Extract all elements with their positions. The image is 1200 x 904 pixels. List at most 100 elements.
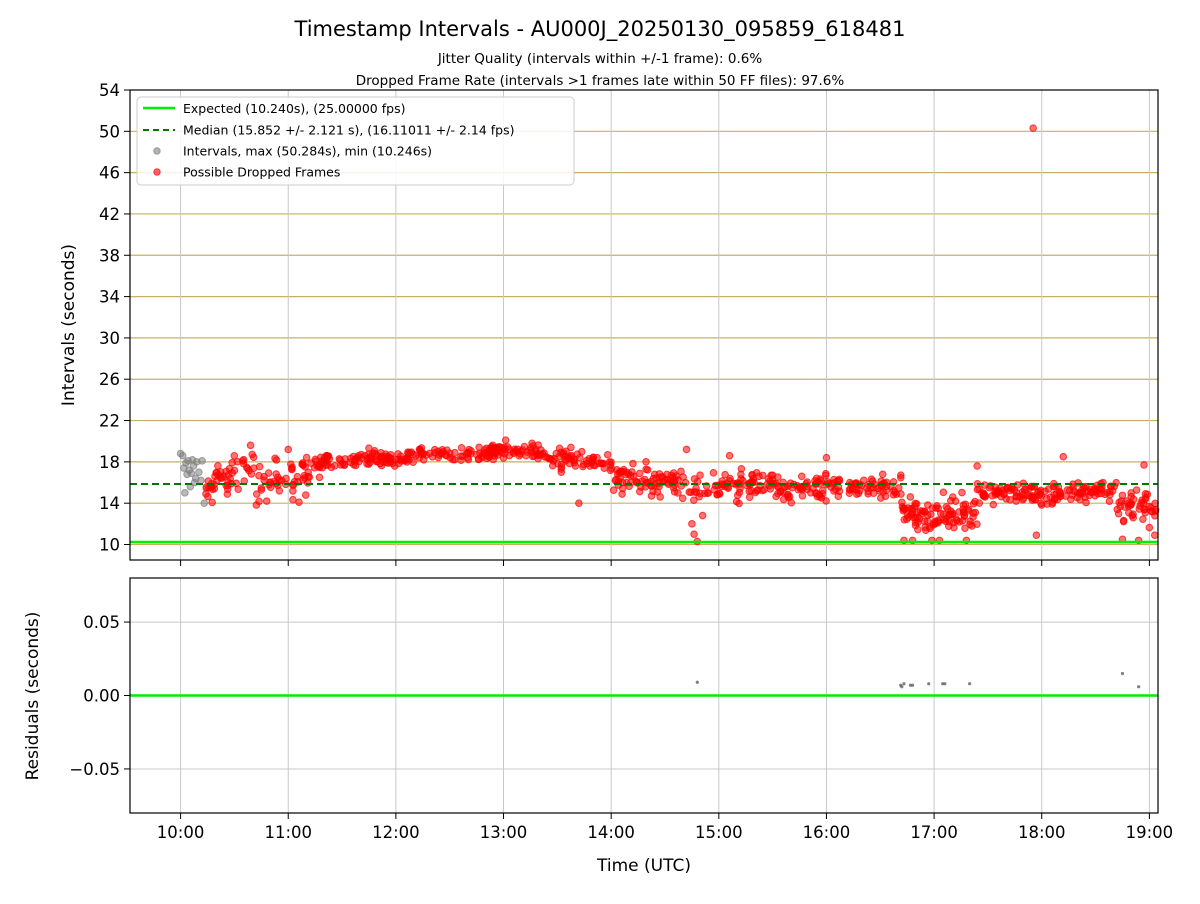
dropped-frame-point — [218, 474, 226, 482]
intervals-y-tick-label: 38 — [99, 246, 120, 265]
residual-point — [910, 683, 915, 687]
dropped-frame-point — [656, 493, 664, 501]
dropped-frame-point — [664, 478, 673, 487]
dropped-frame-point — [1139, 515, 1147, 523]
dropped-frame-outlier — [575, 499, 583, 507]
dropped-frame-point — [478, 453, 487, 462]
chart-subtitle-jitter: Jitter Quality (intervals within +/-1 fr… — [437, 51, 763, 67]
intervals-y-tick-label: 50 — [99, 122, 120, 141]
dropped-frame-point — [485, 453, 493, 461]
residuals-x-ticks: 10:00 11:00 12:00 13:00 14:00 15:00 16:00 17:00… — [157, 813, 1173, 842]
dropped-frame-point — [607, 464, 616, 473]
dropped-frame-point — [945, 518, 954, 526]
dropped-frame-point — [966, 520, 974, 529]
dropped-frame-point — [1081, 493, 1089, 502]
dropped-frame-point — [732, 497, 741, 506]
dropped-frame-point — [959, 508, 968, 517]
dropped-frame-point — [511, 447, 520, 455]
intervals-y-tick-label: 30 — [99, 329, 120, 348]
dropped-frame-point — [916, 507, 925, 515]
dropped-frame-point — [365, 444, 373, 452]
intervals-y-tick-label: 46 — [99, 164, 120, 183]
intervals-x-ticks — [180, 560, 1150, 566]
dropped-frame-point — [222, 467, 230, 476]
residuals-y-axis-label: Residuals (seconds) — [23, 612, 43, 781]
dropped-frame-point — [623, 468, 631, 477]
intervals-y-tick-label: 34 — [99, 288, 120, 307]
interval-point — [181, 489, 189, 497]
dropped-frame-point — [1034, 487, 1043, 496]
residuals-y-tick-label: 0.05 — [83, 613, 120, 632]
dropped-frame-point — [655, 470, 664, 478]
dropped-frame-point — [835, 475, 843, 484]
dropped-frame-point — [950, 523, 958, 532]
dropped-frame-outlier — [501, 436, 510, 444]
dropped-frame-point — [377, 449, 385, 457]
intervals-horizontal-grid — [130, 130, 1158, 546]
dropped-frame-point — [526, 446, 534, 454]
x-axis-label: Time (UTC) — [596, 856, 691, 876]
dropped-frame-point — [779, 495, 788, 504]
dropped-frame-point — [355, 457, 363, 466]
dropped-frame-point — [372, 457, 381, 466]
dropped-frame-point — [679, 473, 687, 481]
dropped-frame-point — [301, 491, 310, 499]
x-tick-label: 11:00 — [264, 823, 312, 842]
dropped-frame-point — [797, 472, 806, 481]
dropped-frame-point — [692, 488, 701, 497]
x-tick-label: 19:00 — [1126, 823, 1174, 842]
dropped-frame-point — [1080, 484, 1089, 492]
interval-point — [178, 451, 187, 460]
dropped-frame-point — [774, 473, 782, 481]
dropped-frame-point — [689, 496, 698, 504]
dropped-frame-point — [1020, 486, 1029, 494]
dropped-frame-point — [384, 459, 393, 467]
dropped-frame-point — [1105, 497, 1114, 505]
dropped-frame-point — [1145, 502, 1153, 511]
dropped-frame-point — [603, 450, 612, 459]
dropped-frame-point — [939, 488, 948, 497]
dropped-frame-point — [930, 517, 939, 526]
dropped-frame-point — [1069, 483, 1077, 491]
dropped-frame-point — [911, 518, 920, 527]
residual-point — [927, 682, 931, 686]
dropped-frame-point — [255, 462, 264, 471]
dropped-frame-point — [248, 450, 256, 459]
intervals-panel: 10 14 18 22 26 30 34 38 42 46 50 54 Intervals (seco… — [59, 81, 1160, 566]
dropped-frame-outlier — [295, 498, 303, 506]
dropped-frame-point — [272, 456, 281, 464]
legend: Expected (10.240s), (25.00000 fps) Media… — [136, 96, 575, 186]
interval-point — [195, 468, 203, 476]
dropped-frame-point — [567, 452, 575, 461]
dropped-frame-point — [409, 458, 417, 467]
dropped-frame-point — [822, 497, 830, 505]
dropped-frame-point — [212, 468, 221, 477]
dropped-frame-outlier — [284, 445, 293, 454]
dropped-frame-point — [416, 446, 425, 455]
dropped-frame-outlier — [725, 451, 734, 460]
dropped-frame-point — [827, 483, 835, 491]
dropped-frame-point — [298, 459, 307, 467]
residual-point — [695, 680, 699, 684]
dropped-frame-point — [586, 462, 594, 470]
dropped-frame-point — [951, 497, 960, 506]
dropped-frame-point — [1056, 492, 1065, 501]
dropped-frame-outlier — [488, 441, 497, 450]
intervals-y-tick-label: 18 — [99, 453, 120, 472]
dropped-frame-outlier — [682, 445, 691, 454]
dropped-frame-point — [920, 517, 929, 525]
dropped-frame-point — [204, 492, 212, 501]
dropped-frame-point — [981, 493, 989, 501]
intervals-y-tick-label: 26 — [99, 370, 120, 389]
dropped-frame-outlier — [262, 497, 271, 505]
legend-dropped-swatch — [153, 168, 161, 176]
dropped-frame-point — [869, 483, 878, 492]
dropped-frame-point — [422, 451, 431, 459]
x-tick-label: 12:00 — [372, 823, 420, 842]
dropped-frame-point — [766, 485, 775, 493]
dropped-frame-point — [1137, 499, 1146, 507]
legend-intervals-swatch — [153, 147, 161, 155]
dropped-frame-point — [505, 451, 514, 460]
dropped-frame-point — [647, 492, 656, 500]
